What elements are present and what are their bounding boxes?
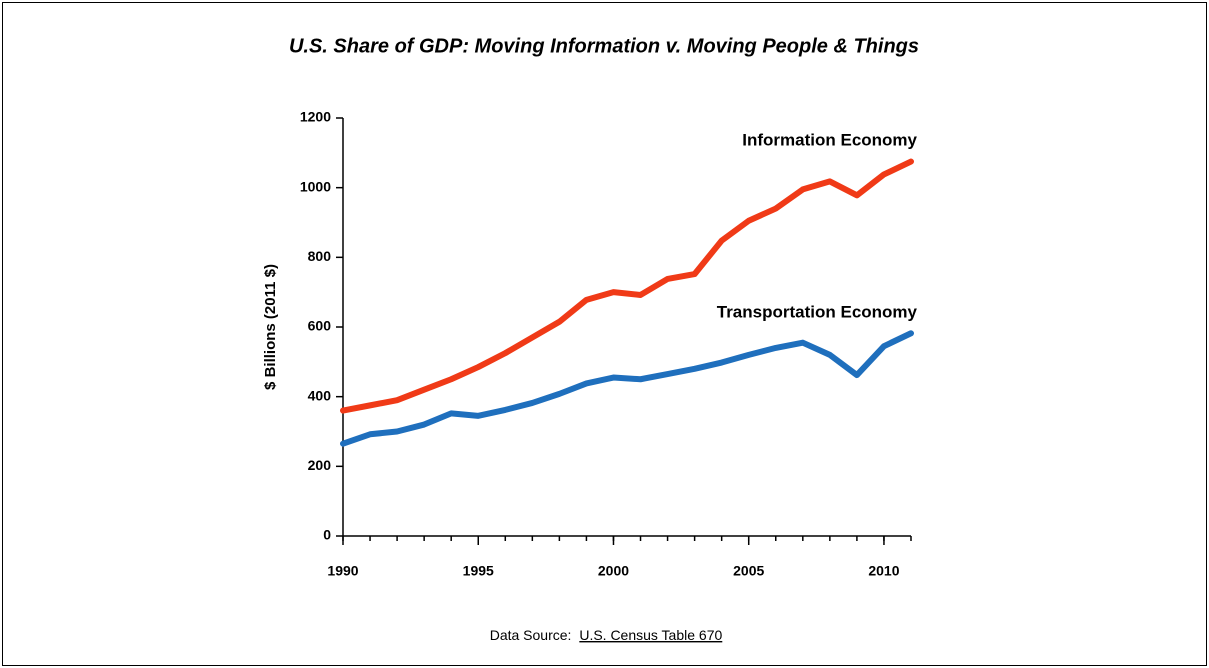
source: Data Source: U.S. Census Table 670 (490, 627, 723, 643)
x-tick-label: 1990 (327, 563, 358, 579)
series-line (340, 158, 914, 414)
y-tick-label: 1200 (300, 109, 331, 125)
y-tick-label: 0 (323, 527, 331, 543)
series-label: Transportation Economy (717, 302, 918, 321)
y-tick-label: 600 (308, 318, 332, 334)
x-tick-label: 2000 (598, 563, 629, 579)
x-tick-label: 2010 (868, 563, 899, 579)
source-prefix: Data Source: (490, 627, 572, 643)
x-tick-label: 1995 (463, 563, 494, 579)
series-label: Information Economy (742, 130, 917, 149)
y-tick-label: 800 (308, 248, 332, 264)
x-tick-label: 2005 (733, 563, 764, 579)
y-tick-label: 1000 (300, 178, 331, 194)
y-tick-label: 400 (308, 387, 332, 403)
chart-title: U.S. Share of GDP: Moving Information v.… (289, 35, 919, 57)
source-link[interactable]: U.S. Census Table 670 (579, 627, 722, 643)
y-axis-label: $ Billions (2011 $) (262, 264, 279, 390)
series-line (340, 330, 914, 447)
y-tick-label: 200 (308, 457, 332, 473)
